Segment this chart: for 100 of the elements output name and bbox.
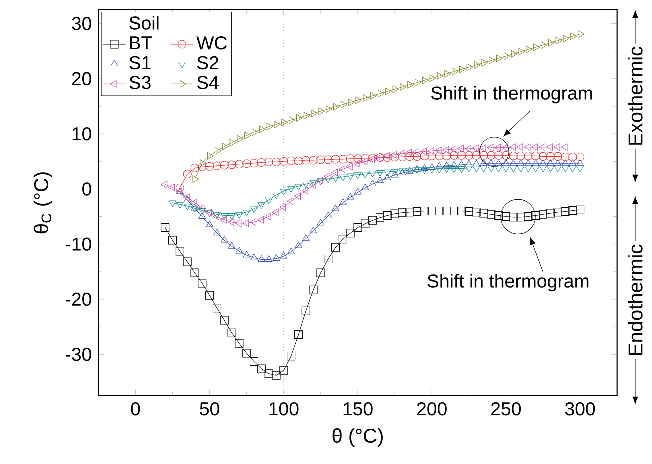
text: Endothermic [628, 244, 643, 355]
point [236, 212, 244, 219]
point [206, 291, 214, 300]
point [346, 154, 355, 164]
point [250, 254, 258, 260]
point [289, 116, 296, 124]
point [472, 166, 480, 173]
point [250, 358, 259, 366]
point [348, 98, 355, 106]
point [310, 226, 318, 234]
point [540, 166, 547, 173]
point [487, 210, 496, 219]
point [264, 213, 272, 221]
point [272, 158, 281, 166]
point [200, 160, 207, 168]
point [466, 64, 474, 72]
point [309, 182, 316, 190]
point [287, 198, 294, 206]
point [288, 186, 296, 193]
point [356, 96, 362, 104]
legend-title: Soil [130, 16, 159, 30]
point [413, 152, 422, 161]
point [282, 118, 288, 126]
point [198, 212, 206, 220]
point [420, 152, 429, 160]
point [480, 166, 488, 173]
point [450, 146, 457, 154]
point [302, 156, 310, 165]
point [398, 150, 405, 158]
point [392, 86, 400, 94]
point [280, 252, 288, 259]
point [428, 163, 436, 170]
point [509, 213, 518, 222]
point [280, 204, 286, 212]
point [450, 166, 458, 174]
point [294, 330, 303, 340]
point [408, 81, 414, 89]
legend-label: S4 [197, 76, 219, 90]
point [568, 206, 578, 215]
point [309, 286, 318, 294]
point [488, 160, 496, 166]
point [576, 206, 585, 214]
point [442, 152, 452, 160]
point [176, 202, 184, 209]
point [213, 229, 221, 236]
point [317, 219, 325, 226]
point [534, 44, 540, 52]
point [311, 110, 318, 118]
point [176, 247, 184, 256]
point [304, 112, 310, 120]
point [326, 106, 333, 113]
point [472, 208, 481, 217]
point [370, 92, 378, 100]
point [250, 218, 257, 226]
point [169, 200, 176, 208]
point [242, 349, 252, 358]
point [502, 160, 510, 166]
point [556, 37, 562, 45]
point [406, 208, 414, 217]
point [415, 79, 422, 87]
point [524, 212, 533, 222]
point [510, 166, 518, 173]
point [538, 152, 548, 161]
point [569, 166, 577, 173]
point [339, 198, 347, 206]
point [198, 162, 207, 172]
point [324, 172, 331, 180]
point [237, 135, 244, 143]
point [524, 166, 532, 173]
point [546, 144, 553, 152]
point [230, 139, 236, 147]
legend-label: WC [196, 36, 227, 50]
point [420, 207, 429, 216]
point [222, 143, 229, 150]
annotation: Shift in thermogram [431, 86, 592, 104]
point [190, 164, 200, 173]
y-tick-label: -20 [66, 292, 92, 306]
point [436, 167, 444, 174]
point [474, 61, 481, 69]
point [376, 214, 385, 222]
point [274, 120, 281, 128]
point [236, 247, 244, 254]
y-tick-label: 30 [72, 17, 92, 30]
point [214, 147, 222, 155]
point [420, 168, 428, 174]
point [354, 172, 362, 180]
point [516, 152, 526, 160]
point [302, 306, 310, 316]
point [436, 162, 444, 169]
point [480, 151, 488, 160]
point [206, 162, 214, 171]
point [561, 208, 570, 216]
point [198, 208, 206, 215]
point [450, 161, 458, 168]
point [250, 206, 258, 214]
point [511, 50, 518, 58]
y-tick-label: -30 [66, 348, 92, 362]
point [302, 182, 310, 189]
point [220, 161, 229, 170]
point [464, 145, 472, 153]
